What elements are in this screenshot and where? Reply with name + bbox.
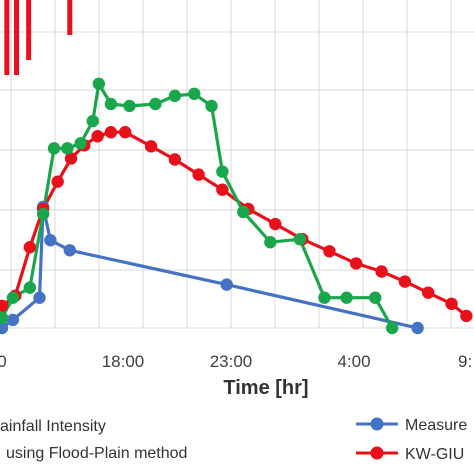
flood_plain-point <box>61 142 74 155</box>
legend-marker-kw-giuh <box>370 446 384 460</box>
flood_plain-point <box>168 89 182 103</box>
kw_giuh-point <box>460 309 473 323</box>
flood_plain-point <box>74 137 87 150</box>
x-axis-ticks: 0 18:00 23:00 4:00 9: <box>0 352 472 371</box>
legend-label-measured: Measure <box>405 417 467 434</box>
flood_plain-line <box>0 82 394 329</box>
kw_giuh-point <box>216 183 229 196</box>
measured-point <box>0 321 9 335</box>
measured-point <box>411 321 424 335</box>
flood_plain-point <box>92 77 106 90</box>
kw_giuh-point <box>118 126 132 139</box>
flood_plain-point <box>237 205 250 219</box>
flood_plain-point <box>104 97 118 111</box>
kw_giuh-point <box>168 153 182 166</box>
flood_plain-point <box>264 236 277 249</box>
flood_plain-point <box>47 142 61 155</box>
x-tick-label: 0 <box>0 352 7 371</box>
legend: ainfall Intensity using Flood-Plain meth… <box>0 417 467 463</box>
legend-marker-measured <box>370 417 384 431</box>
rainfall-bar <box>14 0 20 75</box>
kw_giuh-point <box>23 241 37 254</box>
kw_giuh-point <box>398 275 412 288</box>
flood_plain-point <box>23 281 37 294</box>
kw_giuh-point <box>144 140 158 153</box>
x-axis-title: Time [hr] <box>223 377 308 399</box>
rainfall-bar <box>67 0 73 35</box>
kw_giuh-point <box>375 265 388 278</box>
kw_giuh-point <box>0 299 9 312</box>
kw_giuh-point <box>445 297 458 310</box>
measured-point <box>63 244 76 257</box>
legend-label-flood-plain: using Flood-Plain method <box>6 445 187 462</box>
kw_giuh-point <box>104 126 118 139</box>
measured-point <box>33 291 46 304</box>
kw_giuh-point <box>323 245 336 258</box>
rainfall-bar <box>26 0 32 60</box>
flood_plain-point <box>149 97 162 111</box>
kw_giuh-point <box>192 168 205 181</box>
x-tick-label: 23:00 <box>210 352 253 371</box>
flood_plain-point <box>318 291 331 304</box>
kw_giuh-point <box>422 286 435 299</box>
legend-label-kw-giuh: KW-GIU <box>405 446 464 463</box>
flood_plain-point <box>340 291 353 304</box>
legend-label-rainfall: ainfall Intensity <box>0 418 106 435</box>
measured-point <box>6 313 20 327</box>
kw_giuh-point <box>269 217 282 231</box>
flood_plain-point <box>86 114 99 128</box>
kw_giuh-point <box>64 152 78 165</box>
marker-layer <box>0 77 473 335</box>
flood_plain-point <box>36 207 50 221</box>
kw_giuh-point <box>349 257 363 270</box>
grid <box>0 0 474 329</box>
x-tick-label: 18:00 <box>102 352 145 371</box>
flood_plain-point <box>216 165 229 178</box>
flood_plain-point <box>123 99 136 113</box>
kw_giuh-point <box>51 175 64 188</box>
flood_plain-point <box>385 321 399 335</box>
flood_plain-point <box>293 232 307 246</box>
flood_plain-point <box>205 99 218 113</box>
rainfall-bar <box>4 0 10 75</box>
measured-point <box>44 233 57 247</box>
flood_plain-point <box>0 311 9 325</box>
measured-point <box>220 278 233 291</box>
flood_plain-point <box>6 291 20 304</box>
kw_giuh-point <box>91 130 104 143</box>
flood_plain-point <box>188 87 201 101</box>
flood_plain-point <box>369 291 382 304</box>
x-tick-label: 4:00 <box>337 352 370 371</box>
x-tick-label: 9: <box>458 352 472 371</box>
